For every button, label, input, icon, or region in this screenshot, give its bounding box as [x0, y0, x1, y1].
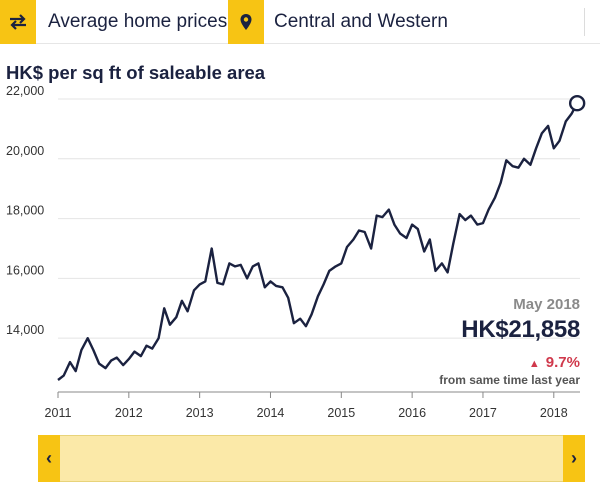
range-navigator[interactable]: [38, 435, 585, 482]
y-axis-label: HK$ per sq ft of saleable area: [6, 62, 266, 83]
series-line-price: [57, 102, 579, 381]
y-axis-ticks: 22,000 20,000 18,000 16,000 14,000: [6, 84, 44, 337]
yoy-change-note: from same time last year: [439, 373, 580, 387]
yoy-change-value: 9.7%: [545, 354, 580, 371]
y-tick-label: 20,000: [6, 144, 44, 158]
location-selector[interactable]: Central and Western: [274, 11, 448, 32]
x-tick-label: 2018: [540, 406, 568, 420]
map-pin-icon[interactable]: [228, 0, 264, 44]
x-tick-label: 2012: [115, 406, 143, 420]
x-axis-ticks: 2011 2012 2013 2014 2015 2016 2017 2018: [45, 406, 568, 420]
y-tick-label: 14,000: [6, 323, 44, 337]
toolbar: Average home prices Central and Western: [0, 0, 600, 44]
latest-price: HK$21,858: [461, 316, 580, 343]
triangle-up-icon: ▲: [528, 358, 540, 370]
latest-point-marker[interactable]: [568, 95, 586, 112]
x-tick-label: 2016: [398, 406, 426, 420]
x-tick-label: 2014: [257, 406, 285, 420]
latest-date: May 2018: [513, 296, 580, 313]
y-tick-label: 22,000: [6, 84, 44, 98]
toolbar-divider: [584, 8, 585, 36]
y-tick-label: 16,000: [6, 263, 44, 277]
chevron-right-icon[interactable]: ›: [563, 435, 585, 482]
gridlines: [58, 98, 580, 339]
x-tick-label: 2015: [327, 406, 355, 420]
measure-selector[interactable]: Average home prices: [48, 11, 228, 32]
x-axis-tick-marks: [57, 392, 555, 398]
x-tick-label: 2011: [45, 406, 72, 420]
y-tick-label: 18,000: [6, 204, 44, 218]
x-tick-label: 2013: [186, 406, 214, 420]
yoy-change: ▲ 9.7%: [529, 354, 580, 371]
swap-arrows-icon[interactable]: [0, 0, 36, 44]
x-tick-label: 2017: [469, 406, 497, 420]
chevron-left-icon[interactable]: ‹: [38, 435, 60, 482]
